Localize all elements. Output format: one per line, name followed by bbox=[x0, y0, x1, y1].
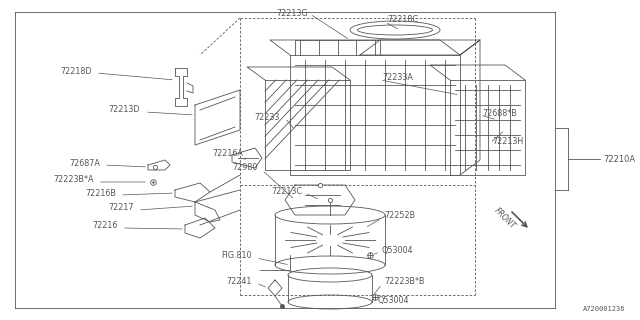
Text: 72213G: 72213G bbox=[276, 10, 308, 19]
Text: 72213H: 72213H bbox=[492, 137, 524, 146]
Text: 72252B: 72252B bbox=[384, 212, 415, 220]
Text: 72233A: 72233A bbox=[382, 74, 413, 83]
Text: 72688*B: 72688*B bbox=[482, 108, 516, 117]
Text: 72213D: 72213D bbox=[109, 106, 140, 115]
Text: A720001236: A720001236 bbox=[582, 306, 625, 312]
Text: 72223B*A: 72223B*A bbox=[54, 175, 94, 185]
Text: 72687A: 72687A bbox=[69, 158, 100, 167]
Text: 72216A: 72216A bbox=[212, 148, 243, 157]
Text: 72217: 72217 bbox=[109, 204, 134, 212]
Text: 72218C: 72218C bbox=[387, 15, 418, 25]
Text: 72980: 72980 bbox=[232, 164, 258, 172]
Text: 72223B*B: 72223B*B bbox=[384, 277, 424, 286]
Text: Q53004: Q53004 bbox=[382, 245, 413, 254]
Text: FIG.810: FIG.810 bbox=[221, 252, 252, 260]
Text: 72233: 72233 bbox=[255, 114, 280, 123]
Text: 72216: 72216 bbox=[93, 221, 118, 230]
Text: Q53004: Q53004 bbox=[377, 297, 408, 306]
Text: FRONT: FRONT bbox=[493, 206, 517, 230]
Text: 72210A: 72210A bbox=[603, 155, 635, 164]
Text: 72218D: 72218D bbox=[61, 68, 92, 76]
Text: 72216B: 72216B bbox=[85, 188, 116, 197]
Text: 72241: 72241 bbox=[227, 276, 252, 285]
Text: 72213C: 72213C bbox=[271, 187, 302, 196]
